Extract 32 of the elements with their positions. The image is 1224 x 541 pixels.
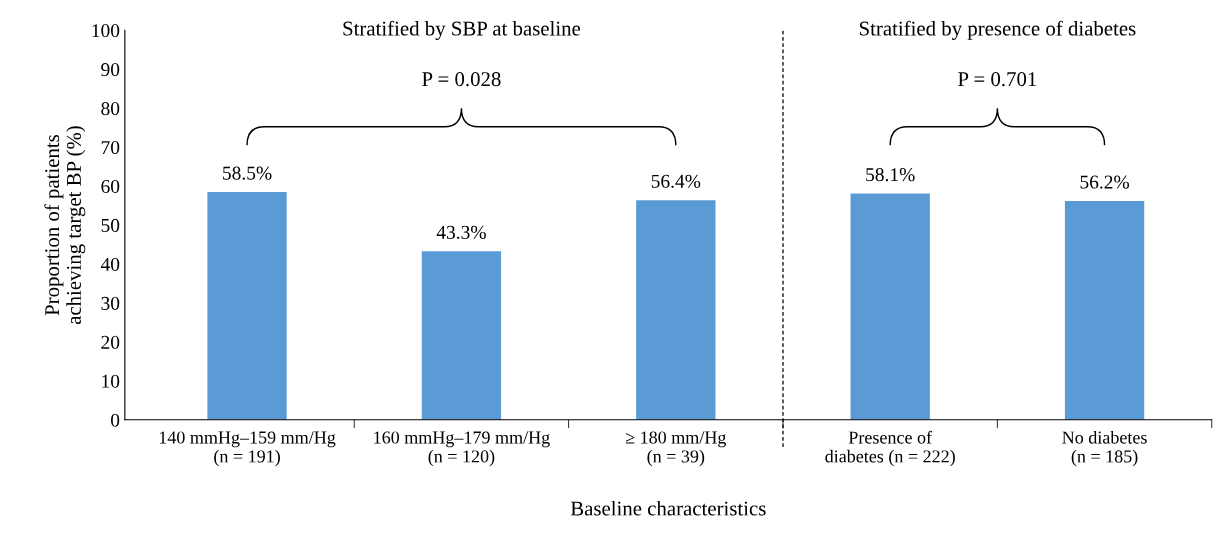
y-tick-label: 60 [101,179,120,194]
y-tick-label: 100 [92,24,120,38]
bar [207,191,287,420]
bar [636,200,716,420]
data-label: 58.5% [223,166,272,180]
y-tick-label: 90 [101,63,120,77]
y-tick-label: 50 [101,218,120,232]
x-tick-label: 160 mmHg–179 mm/Hg (n = 120) [374,431,550,467]
y-axis-title: Proportion of patients achieving target BP (%) [44,126,86,325]
y-tick-label: 30 [101,296,120,310]
bar [1064,200,1145,420]
annotation: Stratified by presence of diabetes [859,20,1136,40]
annotation: P = 0.701 [958,72,1037,87]
data-label: 56.4% [651,174,701,188]
bar [850,193,930,420]
data-label: 56.2% [1080,175,1130,189]
x-tick-label: Presence of diabetes (n = 222) [825,430,955,467]
x-tick-label: 140 mmHg–159 mm/Hg (n = 191) [159,431,336,467]
annotation: Stratified by SBP at baseline [343,20,581,40]
data-label: 58.1% [866,168,915,182]
y-tick-label: 0 [111,413,120,427]
x-axis-title: Baseline characteristics [570,500,766,516]
y-tick-label: 70 [101,140,120,155]
y-tick-label: 10 [102,374,120,388]
annotation: P = 0.028 [422,72,501,87]
x-tick-label: No diabetes (n = 185) [1062,430,1147,467]
y-tick-label: 20 [101,335,120,349]
y-tick-label: 40 [100,257,120,271]
data-label: 43.3% [436,225,486,239]
y-tick-label: 80 [101,102,120,116]
x-tick-label: ≥ 180 mm/Hg (n = 39) [625,431,727,467]
bar [421,251,502,420]
